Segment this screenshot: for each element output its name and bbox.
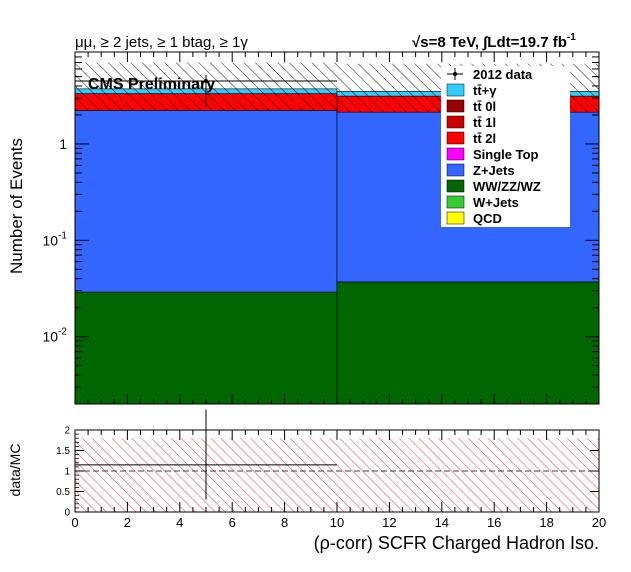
- cms-preliminary-label: CMS Preliminary: [88, 76, 215, 93]
- x-tick-label: 2: [124, 515, 131, 530]
- legend-swatch-qcd: [446, 211, 465, 225]
- y-tick-label-exponent: -2: [58, 327, 67, 338]
- y-tick-label-base: 10: [43, 232, 59, 248]
- data-point: [204, 79, 208, 84]
- ratio-y-tick-label: 0.5: [56, 487, 70, 498]
- ratio-y-tick-label: 0: [64, 508, 70, 519]
- legend-label-tt1l: tt̄ 1l: [473, 115, 496, 130]
- y-tick-label: 10-1: [43, 230, 68, 248]
- legend-swatch-diboson: [446, 179, 465, 193]
- ratio-y-tick-label: 2: [64, 426, 70, 437]
- x-tick-label: 16: [487, 515, 501, 530]
- legend-swatch-tt2l: [446, 131, 465, 145]
- legend-swatch-tt0l: [446, 99, 465, 113]
- x-tick-label: 10: [330, 515, 344, 530]
- x-tick-label: 4: [176, 515, 183, 530]
- ratio-y-tick-label: 1.5: [56, 446, 70, 457]
- x-tick-label: 18: [539, 515, 553, 530]
- legend-label-singletop: Single Top: [473, 147, 539, 162]
- y-tick-label-base: 1: [59, 136, 67, 152]
- legend-marker-data: [453, 72, 457, 76]
- legend-label-tt2l: tt̄ 2l: [473, 131, 496, 146]
- legend-label-qcd: QCD: [473, 211, 502, 226]
- y-tick-label: 10-2: [43, 327, 68, 345]
- x-tick-label: 0: [71, 515, 78, 530]
- ratio-y-axis-title: data/MC: [7, 444, 23, 497]
- legend-label-wjets: W+Jets: [473, 195, 519, 210]
- y-tick-label: 1: [59, 136, 67, 152]
- ratio-plot: 00.511.520 2 4 6 8 10 12 14 16 18 20 data/MC (ρ-co…: [7, 409, 606, 553]
- legend-label-data: 2012 data: [473, 67, 533, 82]
- legend-swatch-ttgamma: [446, 83, 465, 97]
- y-tick-label-exponent: -1: [58, 230, 67, 241]
- stack-zjets-bin-0: [75, 110, 338, 293]
- x-tick-label: 6: [229, 515, 236, 530]
- x-tick-label: 20: [592, 515, 606, 530]
- legend-label-tt0l: tt̄ 0l: [473, 99, 496, 114]
- x-tick-label: 14: [435, 515, 449, 530]
- lumi-exponent: -1: [567, 32, 576, 43]
- main-y-axis-title: Number of Events: [7, 138, 26, 274]
- ratio-uncertainty-band-bin-1: [337, 438, 599, 512]
- legend-swatch-singletop: [446, 147, 465, 161]
- stack-diboson-bin-0: [75, 291, 338, 404]
- legend-swatch-zjets: [446, 163, 465, 177]
- channel-label: μμ, ≥ 2 jets, ≥ 1 btag, ≥ 1γ: [75, 34, 248, 51]
- legend-swatch-wjets: [446, 195, 465, 209]
- lumi-label: √s=8 TeV, ∫Ldt=19.7 fb-1: [412, 32, 576, 51]
- ratio-y-tick-label: 1: [64, 467, 70, 478]
- x-tick-label: 12: [382, 515, 396, 530]
- main-plot: CMS Preliminary 10-210-11 Number of Even…: [7, 51, 600, 405]
- y-tick-label-base: 10: [43, 329, 59, 345]
- x-tick-label: 8: [281, 515, 288, 530]
- x-axis-title: (ρ-corr) SCFR Charged Hadron Iso.: [314, 533, 599, 553]
- legend-swatch-tt1l: [446, 115, 465, 129]
- stack-diboson-bin-1: [336, 281, 599, 404]
- lumi-text: √s=8 TeV, ∫Ldt=19.7 fb: [412, 34, 567, 51]
- legend-label-zjets: Z+Jets: [473, 163, 515, 178]
- legend-label-diboson: WW/ZZ/WZ: [473, 179, 541, 194]
- legend-label-ttgamma: tt̄+γ: [473, 83, 497, 98]
